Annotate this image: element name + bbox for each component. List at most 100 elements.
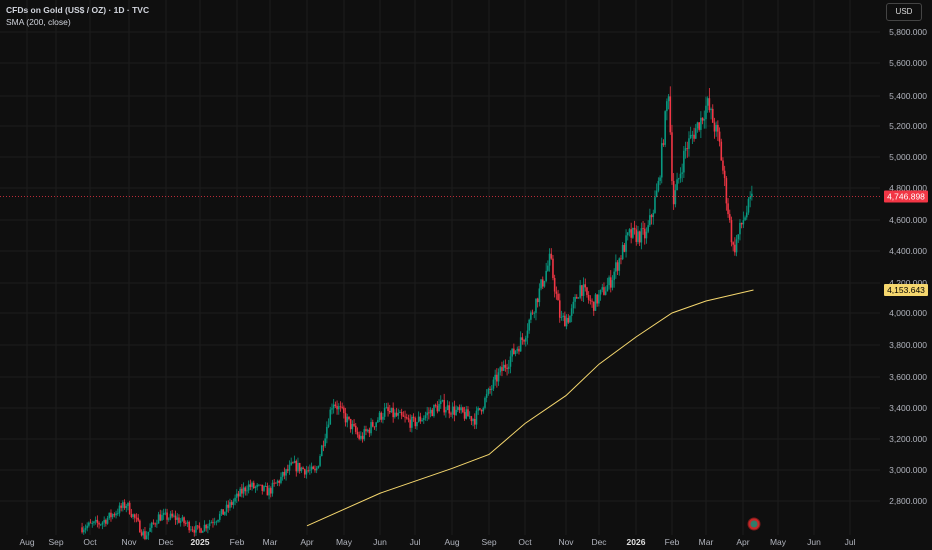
candle-body xyxy=(594,294,597,311)
candle-body xyxy=(188,522,190,531)
indicator-label: SMA (200, close) xyxy=(6,17,71,27)
candle-body xyxy=(116,513,119,515)
candle-body xyxy=(405,417,408,419)
candle-body xyxy=(385,407,388,409)
candle-body xyxy=(319,456,321,466)
candle-body xyxy=(718,131,721,142)
candle-body xyxy=(710,108,712,111)
y-tick-label: 4,200.000 xyxy=(889,278,927,288)
candle-body xyxy=(331,408,333,410)
candle-body xyxy=(606,285,609,292)
candle-body xyxy=(550,253,553,259)
candle-body xyxy=(101,522,104,525)
candle-body xyxy=(183,517,185,524)
y-tick-label: 2,800.000 xyxy=(889,496,927,506)
candle-body xyxy=(309,469,311,471)
candle-body xyxy=(637,231,639,242)
candle-body xyxy=(127,502,129,507)
candle-body xyxy=(205,524,207,529)
candle-body xyxy=(266,486,269,496)
candle-body xyxy=(465,409,468,419)
candle-body xyxy=(564,315,566,327)
candle-body xyxy=(407,418,410,420)
candle-body xyxy=(154,523,156,525)
candle-body xyxy=(103,520,105,523)
candle-body xyxy=(528,319,530,331)
candle-body xyxy=(667,96,670,102)
candle-body xyxy=(297,462,299,472)
candle-body xyxy=(657,180,660,191)
candle-body xyxy=(302,467,304,470)
candle-body xyxy=(572,301,575,309)
candle-body xyxy=(645,231,648,239)
candle-body xyxy=(207,526,209,529)
candle-body xyxy=(439,401,442,405)
candle-body xyxy=(587,294,590,300)
candle-body xyxy=(717,124,719,132)
x-tick-label: Sep xyxy=(48,537,63,547)
candle-body xyxy=(212,522,214,524)
candle-body xyxy=(390,407,393,413)
candle-body xyxy=(140,532,143,536)
candle-body xyxy=(499,367,502,373)
sma-badge xyxy=(884,283,928,296)
candle-body xyxy=(596,294,598,304)
last-price-badge xyxy=(884,190,928,203)
candle-body xyxy=(615,262,617,272)
candle-body xyxy=(676,179,678,191)
candle-body xyxy=(258,484,260,486)
candle-body xyxy=(239,488,241,497)
candle-body xyxy=(681,172,683,174)
candle-body xyxy=(395,412,398,416)
candle-body xyxy=(252,482,255,489)
candle-body xyxy=(577,297,580,299)
candle-body xyxy=(480,409,483,412)
candle-body xyxy=(108,512,111,518)
candle-body xyxy=(616,262,619,271)
candle-body xyxy=(261,484,264,491)
candle-body xyxy=(431,409,434,417)
currency-button[interactable]: USD xyxy=(886,3,922,21)
candle-body xyxy=(193,530,196,533)
flag-icon xyxy=(750,520,758,528)
candle-body xyxy=(453,406,456,415)
sma-line xyxy=(306,289,754,527)
candle-body xyxy=(292,462,294,464)
candle-body xyxy=(613,271,615,281)
candle-body xyxy=(275,482,277,484)
candle-body xyxy=(349,418,352,430)
candle-body xyxy=(473,418,476,425)
candle-body xyxy=(115,513,117,516)
candle-body xyxy=(547,265,549,271)
candle-body xyxy=(230,502,233,505)
candle-body xyxy=(324,438,326,446)
candle-body xyxy=(654,197,656,213)
candle-body xyxy=(689,134,692,139)
candle-body xyxy=(198,525,201,529)
x-tick-label: Sep xyxy=(481,537,496,547)
y-tick-label: 3,600.000 xyxy=(889,372,927,382)
candle-body xyxy=(315,468,318,471)
sma-value-label: 4,153.643 xyxy=(887,285,925,295)
candle-body xyxy=(156,523,158,525)
candle-body xyxy=(295,460,298,472)
x-tick-label: Jun xyxy=(373,537,387,547)
candle-body xyxy=(242,487,245,494)
candle-body xyxy=(720,141,723,161)
candle-body xyxy=(456,407,459,410)
candle-body xyxy=(399,412,401,414)
candle-body xyxy=(421,419,423,422)
candle-body xyxy=(501,367,503,371)
candle-body xyxy=(281,471,284,477)
candle-body xyxy=(120,505,122,508)
candle-body xyxy=(470,416,473,422)
candle-body xyxy=(84,528,87,530)
candle-body xyxy=(387,407,389,411)
candle-body xyxy=(448,405,451,414)
candle-body xyxy=(361,435,364,440)
candle-body xyxy=(555,291,558,294)
candle-body xyxy=(196,525,199,527)
candle-body xyxy=(249,484,252,487)
candle-body xyxy=(669,96,672,133)
